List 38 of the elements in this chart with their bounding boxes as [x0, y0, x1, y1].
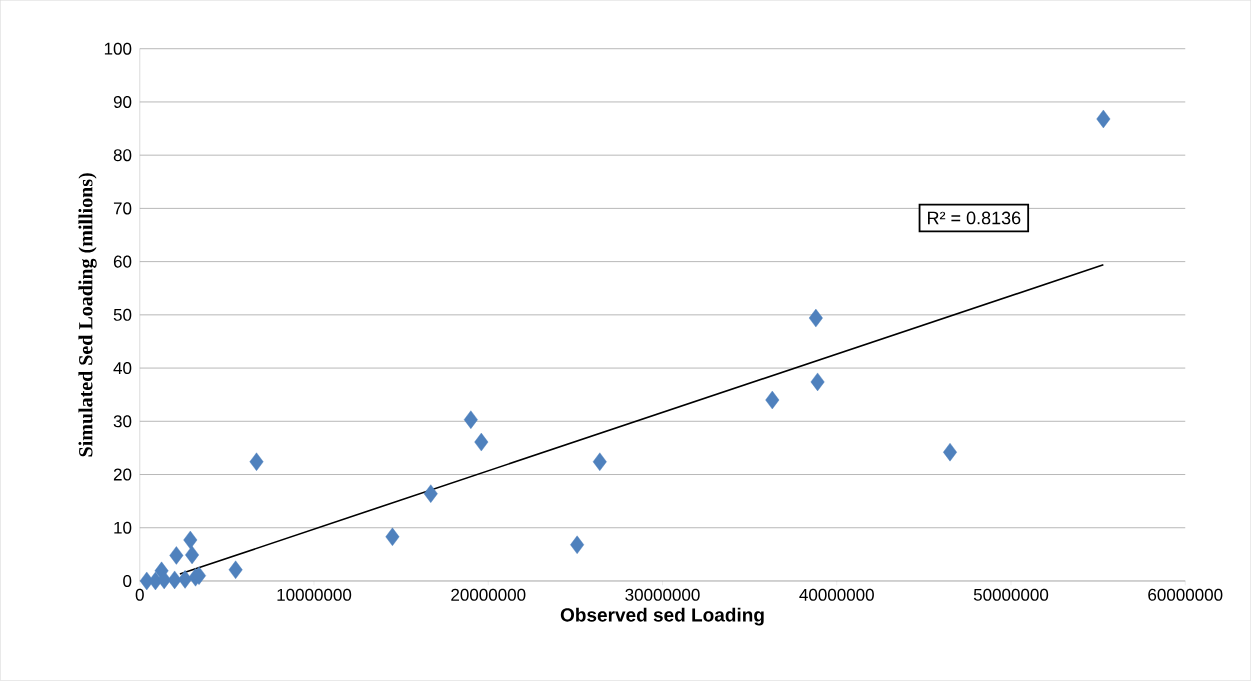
point [474, 432, 489, 452]
annotation: R² = 0.8136 [928, 211, 1021, 225]
point [423, 484, 438, 504]
y-tick-label: 10 [114, 521, 132, 534]
y-tick-label: 20 [113, 468, 132, 481]
point [249, 452, 264, 472]
point [570, 535, 585, 555]
x-tick-label: 40000000 [799, 588, 874, 601]
y-tick-label: 70 [113, 202, 132, 215]
y-tick-label: 90 [113, 96, 132, 109]
point [463, 410, 478, 430]
x-axis-title: Observed sed Loading [560, 607, 764, 626]
point [808, 308, 823, 328]
y-tick-label: 60 [113, 255, 132, 268]
point [1096, 109, 1111, 129]
y-tick-label: 40 [113, 362, 132, 375]
y-tick-label: 100 [104, 42, 132, 55]
point [183, 530, 198, 550]
y-tick-label: 80 [113, 149, 132, 162]
x-tick-label: 60000000 [1148, 588, 1223, 601]
y-tick-label: 0 [123, 575, 132, 588]
x-tick-label: 50000000 [973, 588, 1049, 601]
point [178, 570, 193, 589]
x-tick-label: 10000000 [277, 588, 352, 601]
x-tick-label: 30000000 [625, 588, 700, 601]
point [765, 390, 780, 410]
point [592, 452, 607, 472]
point [385, 527, 400, 547]
x-tick-label: 20000000 [451, 588, 526, 601]
point [810, 372, 825, 392]
point [228, 560, 243, 580]
point [185, 545, 199, 565]
x-tick-label: 0 [135, 588, 144, 601]
y-axis-title: Simulated Sed Loading (millions) [78, 173, 97, 457]
point [943, 443, 957, 462]
y-tick-label: 30 [113, 415, 132, 428]
y-tick-label: 50 [113, 308, 132, 322]
point [169, 546, 184, 565]
